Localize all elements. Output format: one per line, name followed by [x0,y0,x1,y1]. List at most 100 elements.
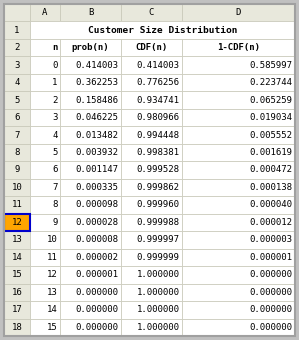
Text: 0.362253: 0.362253 [76,78,118,87]
Text: 1-CDF(n): 1-CDF(n) [217,43,260,52]
Bar [60,144,121,161]
Bar [4,144,30,161]
Text: 0.000000: 0.000000 [249,323,292,332]
Bar [4,4,30,21]
Bar [121,74,182,91]
Text: 0.000000: 0.000000 [249,270,292,279]
Text: 11: 11 [12,201,22,209]
Bar [4,196,30,214]
Bar [60,196,121,214]
Text: 0.019034: 0.019034 [249,113,292,122]
Bar [30,231,60,249]
Text: 8: 8 [14,148,20,157]
Bar [30,126,60,144]
Text: 0.005552: 0.005552 [249,131,292,139]
Bar [182,39,295,56]
Bar [4,231,30,249]
Text: 3: 3 [52,113,57,122]
Bar [4,319,30,336]
Bar [182,4,295,21]
Text: 0.999988: 0.999988 [137,218,179,227]
Text: 0.000000: 0.000000 [76,323,118,332]
Text: 1.000000: 1.000000 [137,270,179,279]
Text: 4: 4 [52,131,57,139]
Text: 0.585997: 0.585997 [249,61,292,70]
Bar [4,161,30,179]
Bar [121,161,182,179]
Text: 13: 13 [47,288,57,297]
Bar [60,319,121,336]
Text: 0.003932: 0.003932 [76,148,118,157]
Bar [182,74,295,91]
Text: 0.000472: 0.000472 [249,166,292,174]
Text: 0.000335: 0.000335 [76,183,118,192]
Bar [121,109,182,126]
Bar [60,214,121,231]
Text: CDF(n): CDF(n) [135,43,168,52]
Text: 0.980966: 0.980966 [137,113,179,122]
Bar [30,39,60,56]
Text: 0.001147: 0.001147 [76,166,118,174]
Bar [60,284,121,301]
Text: 9: 9 [52,218,57,227]
Text: 0.000028: 0.000028 [76,218,118,227]
Bar [121,319,182,336]
Text: 8: 8 [52,201,57,209]
Text: 12: 12 [12,218,22,227]
Text: 0.000001: 0.000001 [76,270,118,279]
Bar [4,284,30,301]
Text: D: D [236,8,241,17]
Text: 0.000138: 0.000138 [249,183,292,192]
Bar [182,214,295,231]
Text: C: C [149,8,154,17]
Bar [30,319,60,336]
Bar [30,249,60,266]
Text: 7: 7 [52,183,57,192]
Text: 0.046225: 0.046225 [76,113,118,122]
Text: Customer Size Distribution: Customer Size Distribution [88,26,237,35]
Text: 0.000008: 0.000008 [76,235,118,244]
Text: 0.414003: 0.414003 [76,61,118,70]
Bar [30,284,60,301]
Text: 0.001619: 0.001619 [249,148,292,157]
Bar [121,231,182,249]
Bar [60,126,121,144]
Text: 0.999960: 0.999960 [137,201,179,209]
Bar [30,4,60,21]
Bar [182,284,295,301]
Text: A: A [42,8,48,17]
Text: 0.000098: 0.000098 [76,201,118,209]
Bar [121,4,182,21]
Bar [121,56,182,74]
Text: 17: 17 [12,305,22,314]
Text: 0: 0 [52,61,57,70]
Text: 0.999862: 0.999862 [137,183,179,192]
Text: 0.065259: 0.065259 [249,96,292,105]
Bar [182,161,295,179]
Text: 0.999999: 0.999999 [137,253,179,262]
Bar [30,109,60,126]
Bar [121,91,182,109]
Bar [182,319,295,336]
Text: 1.000000: 1.000000 [137,288,179,297]
Text: 0.934741: 0.934741 [137,96,179,105]
Text: 5: 5 [14,96,20,105]
Text: 0.994448: 0.994448 [137,131,179,139]
Bar [121,179,182,196]
Bar [121,249,182,266]
Text: 10: 10 [12,183,22,192]
Bar [4,109,30,126]
Bar [121,126,182,144]
Bar [30,21,295,39]
Bar [4,214,30,231]
Text: 15: 15 [12,270,22,279]
Bar [4,21,30,39]
Bar [30,91,60,109]
Bar [182,126,295,144]
Bar [182,91,295,109]
Bar [182,249,295,266]
Text: 6: 6 [14,113,20,122]
Text: 0.158486: 0.158486 [76,96,118,105]
Text: n: n [52,43,57,52]
Text: 6: 6 [52,166,57,174]
